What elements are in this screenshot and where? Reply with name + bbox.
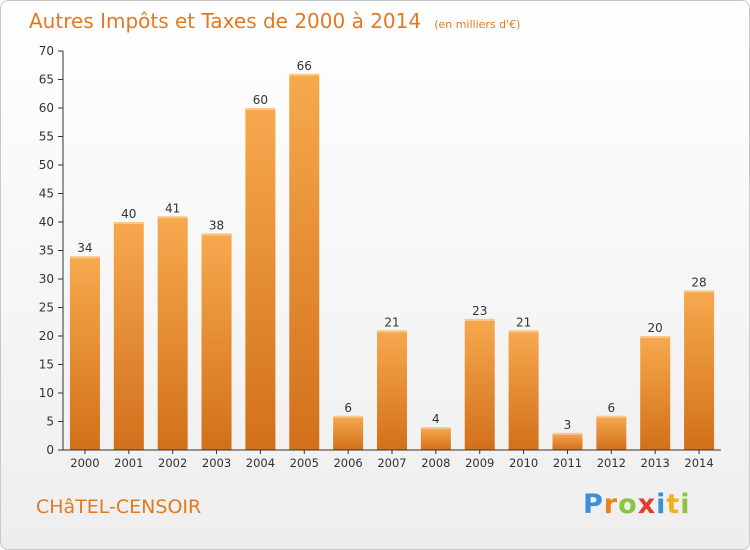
y-tick-label: 30 [39,272,54,286]
location-name: CHâTEL-CENSOIR [36,496,202,518]
bar-value-label: 34 [77,241,92,255]
bar-highlight [508,330,539,333]
bar-value-label: 20 [648,321,663,335]
x-tick-label: 2011 [553,456,582,470]
y-tick-label: 35 [39,244,54,258]
labels-layer: 0510152025303540455055606570342000402001… [39,44,714,470]
bar-value-label: 38 [209,218,224,232]
logo-letter: r [603,489,619,520]
bar-highlight [69,256,100,259]
logo-letter: x [637,489,657,520]
y-tick-label: 5 [46,415,54,429]
x-tick-label: 2004 [246,456,275,470]
bar [157,216,188,450]
bar-highlight [201,233,232,236]
bar-highlight [684,290,715,293]
y-tick-label: 60 [39,101,54,115]
x-tick-label: 2010 [509,456,538,470]
bar-highlight [420,427,451,430]
bar-highlight [464,318,495,321]
x-tick-label: 2014 [684,456,713,470]
bar [113,222,144,450]
x-tick-label: 2000 [70,456,99,470]
y-tick-label: 0 [46,443,54,457]
x-tick-label: 2008 [421,456,450,470]
bar-value-label: 66 [297,59,312,73]
bar [245,108,276,450]
logo-letter: o [618,489,638,520]
bar [420,427,451,450]
bar-value-label: 3 [564,418,572,432]
logo-letter: t [666,489,681,520]
y-tick-label: 10 [39,386,54,400]
y-tick-label: 25 [39,301,54,315]
x-tick-label: 2013 [641,456,670,470]
bar-highlight [552,432,583,435]
y-tick-label: 65 [39,73,54,87]
chart-title: Autres Impôts et Taxes de 2000 à 2014 [29,9,422,33]
bar [201,233,232,450]
axes-layer [58,50,721,454]
proxiti-logo: Proxiti [583,489,691,520]
bar-value-label: 23 [472,304,487,318]
bar [684,290,715,450]
bar-value-label: 4 [432,412,440,426]
bar-value-label: 60 [253,93,268,107]
bar [289,73,320,451]
x-tick-label: 2012 [597,456,626,470]
bar-value-label: 21 [384,315,399,329]
bar-highlight [377,330,407,333]
y-tick-label: 50 [39,158,54,172]
logo-letter: i [680,489,691,520]
bar [464,318,495,450]
y-tick-label: 20 [39,329,54,343]
y-tick-label: 70 [39,44,54,58]
bar [640,336,671,450]
bar-value-label: 40 [121,207,136,221]
bar [508,330,539,450]
bar-highlight [640,336,671,338]
x-tick-label: 2009 [465,456,494,470]
bars-layer [69,73,715,451]
bar-value-label: 41 [165,201,180,215]
bar-highlight [245,108,276,110]
x-tick-label: 2001 [114,456,143,470]
y-tick-label: 45 [39,187,54,201]
x-tick-label: 2002 [158,456,187,470]
bar [596,415,627,450]
y-tick-label: 40 [39,215,54,229]
x-tick-label: 2003 [202,456,231,470]
bar-value-label: 28 [691,275,706,289]
bar-highlight [113,222,144,224]
bar-highlight [289,73,320,76]
bar-value-label: 6 [608,401,616,415]
x-tick-label: 2007 [377,456,406,470]
chart-header: Autres Impôts et Taxes de 2000 à 2014 (e… [29,9,520,33]
x-tick-label: 2006 [333,456,362,470]
bar [377,330,407,450]
chart-subtitle: (en milliers d'€) [434,18,521,31]
y-tick-label: 15 [39,358,54,372]
logo-letter: P [583,489,604,520]
x-tick-label: 2005 [290,456,319,470]
bar-highlight [333,415,364,418]
bar-highlight [157,216,188,219]
bar-value-label: 21 [516,315,531,329]
bar [552,432,583,450]
bar [333,415,364,450]
y-tick-label: 55 [39,130,54,144]
bar [69,256,100,450]
bar-highlight [596,415,627,418]
logo-letter: i [656,489,667,520]
bar-value-label: 6 [344,401,352,415]
